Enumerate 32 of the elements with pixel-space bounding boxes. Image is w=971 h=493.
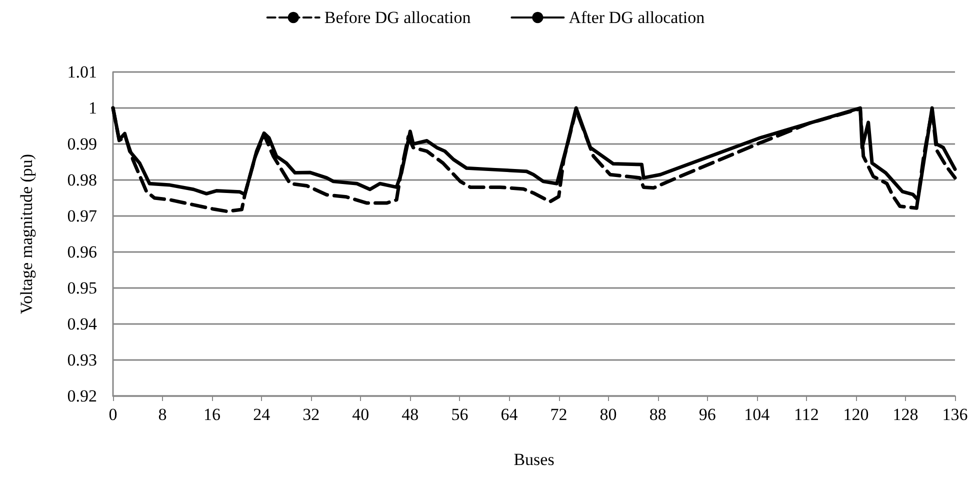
y-tick-label: 1 xyxy=(88,98,97,118)
x-tick-label: 136 xyxy=(942,405,968,424)
y-tick-label: 0.95 xyxy=(67,278,97,298)
legend-label: Before DG allocation xyxy=(324,8,472,27)
x-tick-label: 32 xyxy=(302,405,320,424)
y-axis-title: Voltage magnitude (pu) xyxy=(17,154,36,314)
x-tick-label: 80 xyxy=(600,405,617,424)
x-tick-label: 104 xyxy=(744,405,770,424)
x-axis-title: Buses xyxy=(514,450,554,469)
y-tick-label: 0.99 xyxy=(67,134,97,154)
x-tick-label: 112 xyxy=(794,405,819,424)
x-tick-label: 0 xyxy=(108,405,118,424)
y-tick-label: 0.96 xyxy=(67,242,97,262)
x-tick-label: 24 xyxy=(253,405,271,424)
x-tick-label: 88 xyxy=(649,405,666,424)
x-tick-label: 56 xyxy=(451,405,468,424)
x-tick-label: 120 xyxy=(843,405,869,424)
x-tick-label: 40 xyxy=(352,405,370,424)
x-tick-label: 16 xyxy=(204,405,221,424)
y-tick-label: 0.97 xyxy=(67,206,98,226)
x-tick-label: 64 xyxy=(500,405,518,424)
x-tick-label: 96 xyxy=(698,405,716,424)
x-tick-label: 72 xyxy=(550,405,568,424)
x-tick-label: 48 xyxy=(402,405,419,424)
x-tick-label: 128 xyxy=(892,405,918,424)
y-tick-label: 0.93 xyxy=(67,350,97,370)
x-tick-label: 8 xyxy=(158,405,167,424)
y-tick-label: 1.01 xyxy=(67,62,97,82)
y-tick-label: 0.92 xyxy=(67,386,97,406)
y-tick-label: 0.94 xyxy=(67,314,98,334)
legend-label: After DG allocation xyxy=(568,8,706,27)
y-tick-label: 0.98 xyxy=(67,170,97,190)
